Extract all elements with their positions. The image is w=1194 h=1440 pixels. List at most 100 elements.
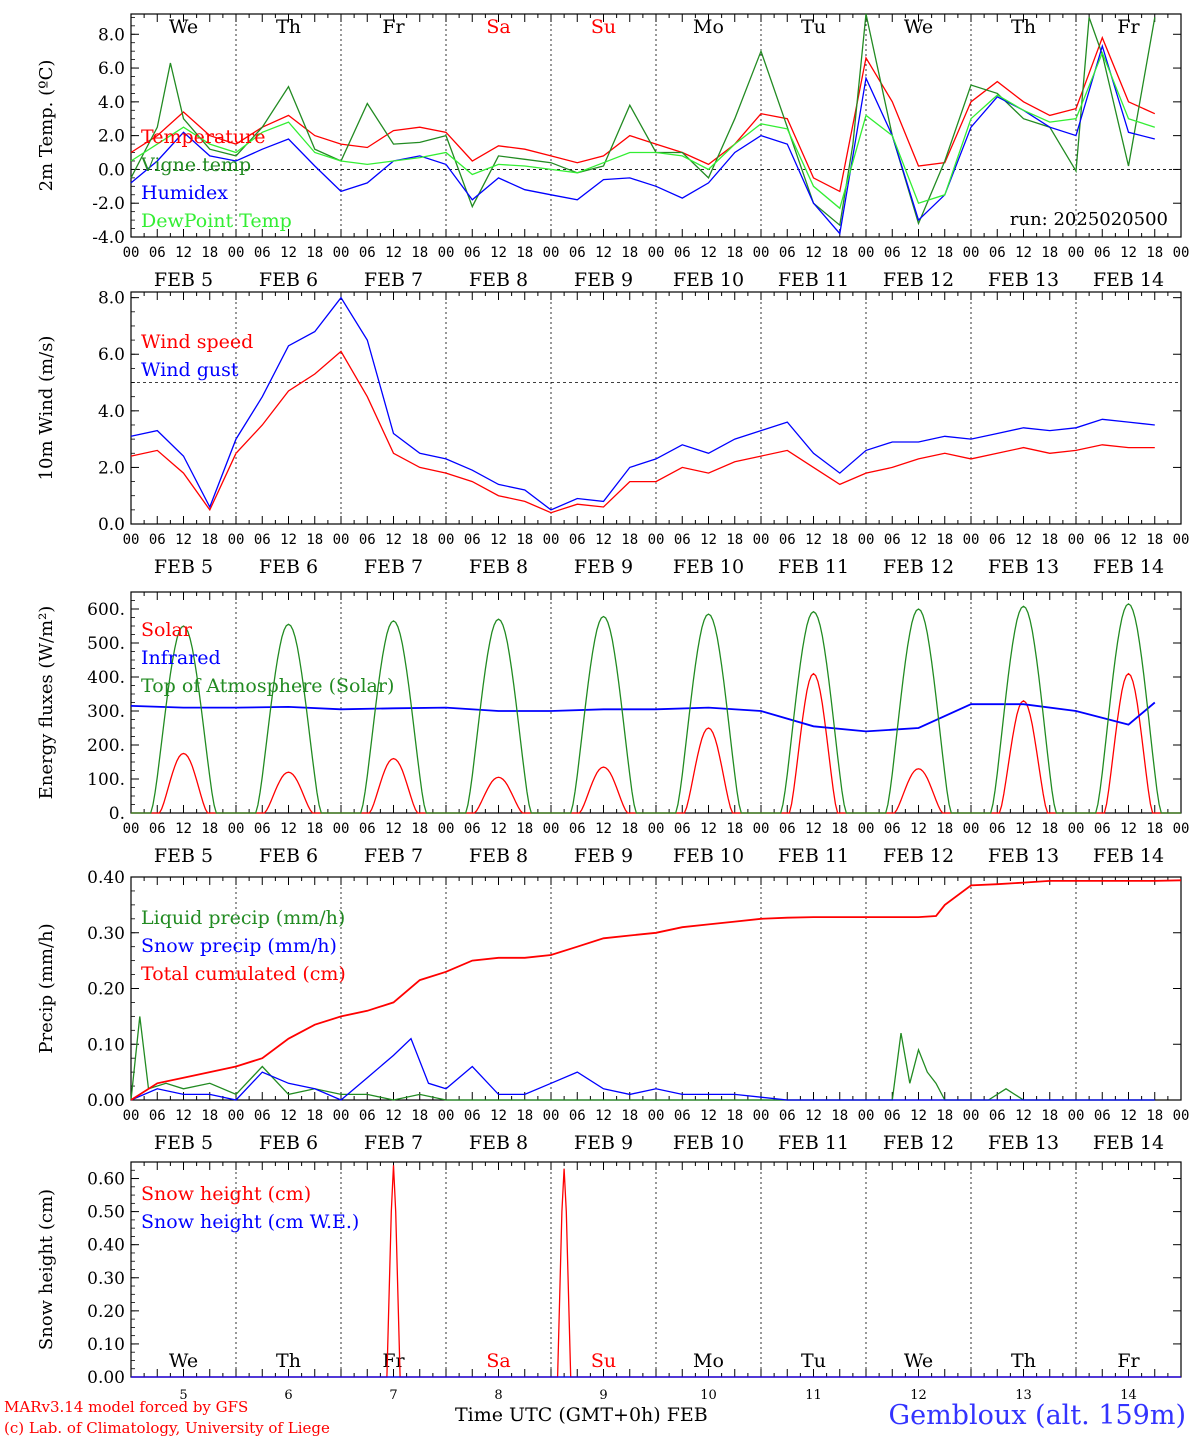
hour-tick-label: 18 — [621, 821, 638, 837]
y-axis-label: Precip (mm/h) — [36, 923, 57, 1053]
hour-tick-label: 06 — [464, 532, 481, 548]
date-label: FEB 7 — [364, 845, 423, 867]
date-label: FEB 6 — [259, 1132, 318, 1154]
hour-tick-label: 12 — [280, 821, 297, 837]
hour-tick-label: 18 — [831, 821, 848, 837]
date-label: FEB 10 — [673, 556, 744, 578]
hour-tick-label: 06 — [359, 1108, 376, 1124]
hour-tick-label: 06 — [884, 1108, 901, 1124]
date-label: FEB 5 — [154, 269, 213, 291]
hour-tick-label: 12 — [595, 245, 612, 261]
hour-tick-label: 06 — [674, 1108, 691, 1124]
date-label: FEB 10 — [673, 845, 744, 867]
hour-tick-label: 00 — [123, 245, 140, 261]
hour-tick-label: 18 — [621, 532, 638, 548]
legend-entry: DewPoint Temp — [141, 210, 292, 232]
y-tick-label: 100. — [87, 770, 125, 790]
hour-tick-label: 06 — [674, 245, 691, 261]
date-label: FEB 6 — [259, 556, 318, 578]
hour-tick-label: 12 — [1015, 821, 1032, 837]
y-tick-label: 4.0 — [98, 93, 125, 113]
date-label: FEB 13 — [988, 556, 1059, 578]
hour-tick-label: 12 — [910, 821, 927, 837]
date-label: FEB 7 — [364, 269, 423, 291]
date-label: FEB 7 — [364, 556, 423, 578]
date-label: FEB 12 — [883, 1132, 954, 1154]
hour-tick-label: 18 — [936, 245, 953, 261]
hour-tick-label: 12 — [910, 245, 927, 261]
hour-tick-label: 06 — [779, 532, 796, 548]
station-name: Gembloux (alt. 159m) — [888, 1400, 1186, 1431]
hour-tick-label: 18 — [516, 245, 533, 261]
hour-tick-label: 18 — [726, 245, 743, 261]
legend-entry: Humidex — [141, 182, 228, 204]
panel-4: 0.40 0.30 0.20 0.10 0.00 Precip (mm/h) 00 06 12 1… — [36, 868, 1189, 1154]
hour-tick-label: 12 — [805, 532, 822, 548]
legend-entry: Wind speed — [141, 331, 253, 353]
hour-tick-label: 00 — [963, 1108, 980, 1124]
hour-tick-label: 00 — [858, 821, 875, 837]
date-label: FEB 12 — [883, 269, 954, 291]
hour-tick-label: 00 — [1173, 1108, 1190, 1124]
hour-tick-label: 12 — [175, 245, 192, 261]
hour-tick-label: 18 — [831, 1108, 848, 1124]
date-label: FEB 6 — [259, 845, 318, 867]
hour-tick-label: 06 — [884, 245, 901, 261]
hour-tick-label: 00 — [543, 245, 560, 261]
bottom-date-label: 6 — [284, 1388, 292, 1403]
hour-tick-label: 00 — [543, 532, 560, 548]
hour-tick-label: 12 — [700, 1108, 717, 1124]
panel-3: 600. 500. 400. 300. 200. 100. 0. Energy fluxes … — [36, 591, 1189, 867]
y-axis-label: 10m Wind (m/s) — [36, 336, 57, 481]
hour-tick-label: 00 — [438, 532, 455, 548]
day-name: We — [169, 16, 198, 38]
y-tick-label: 8.0 — [98, 289, 125, 309]
bottom-date-label: 13 — [1015, 1388, 1032, 1403]
hour-tick-label: 00 — [123, 821, 140, 837]
hour-tick-label: 18 — [516, 821, 533, 837]
hour-tick-label: 18 — [1041, 1108, 1058, 1124]
hour-tick-label: 00 — [228, 1108, 245, 1124]
hour-tick-label: 00 — [648, 821, 665, 837]
date-label: FEB 13 — [988, 269, 1059, 291]
hour-tick-label: 06 — [884, 532, 901, 548]
hour-tick-label: 00 — [333, 245, 350, 261]
hour-tick-label: 06 — [779, 245, 796, 261]
hour-tick-label: 12 — [175, 532, 192, 548]
date-label: FEB 8 — [469, 556, 528, 578]
hour-tick-label: 12 — [385, 821, 402, 837]
hour-tick-label: 00 — [333, 532, 350, 548]
date-label: FEB 14 — [1093, 556, 1164, 578]
hour-tick-label: 06 — [359, 821, 376, 837]
hour-tick-label: 00 — [753, 532, 770, 548]
hour-tick-label: 12 — [700, 821, 717, 837]
y-tick-label: 0.10 — [87, 1335, 125, 1355]
hour-tick-label: 06 — [569, 821, 586, 837]
hour-tick-label: 06 — [254, 532, 271, 548]
day-name: Fr — [1117, 1350, 1140, 1372]
date-label: FEB 10 — [673, 269, 744, 291]
hour-tick-label: 12 — [1120, 245, 1137, 261]
bottom-date-label: 8 — [494, 1388, 502, 1403]
hour-tick-label: 12 — [595, 821, 612, 837]
date-label: FEB 9 — [574, 1132, 633, 1154]
hour-tick-label: 18 — [306, 245, 323, 261]
hour-tick-label: 00 — [858, 1108, 875, 1124]
y-tick-label: 0.40 — [87, 1236, 125, 1256]
time-axis-label: Time UTC (GMT+0h) FEB — [455, 1404, 708, 1426]
legend-entry: Temperature — [141, 126, 265, 148]
hour-tick-label: 12 — [280, 245, 297, 261]
hour-tick-label: 12 — [385, 532, 402, 548]
legend-entry: Snow height (cm W.E.) — [141, 1211, 359, 1233]
day-name: Fr — [382, 16, 405, 38]
series-dewpoint-temp — [130, 51, 1155, 210]
hour-tick-label: 06 — [149, 532, 166, 548]
date-label: FEB 9 — [574, 269, 633, 291]
hour-tick-label: 12 — [280, 1108, 297, 1124]
hour-tick-label: 00 — [543, 821, 560, 837]
hour-tick-label: 18 — [201, 1108, 218, 1124]
date-label: FEB 9 — [574, 845, 633, 867]
panel-5: 0.60 0.50 0.40 0.30 0.20 0.10 0.00 Snow height … — [36, 1161, 1182, 1403]
day-name: We — [904, 16, 933, 38]
hour-tick-label: 12 — [1015, 532, 1032, 548]
